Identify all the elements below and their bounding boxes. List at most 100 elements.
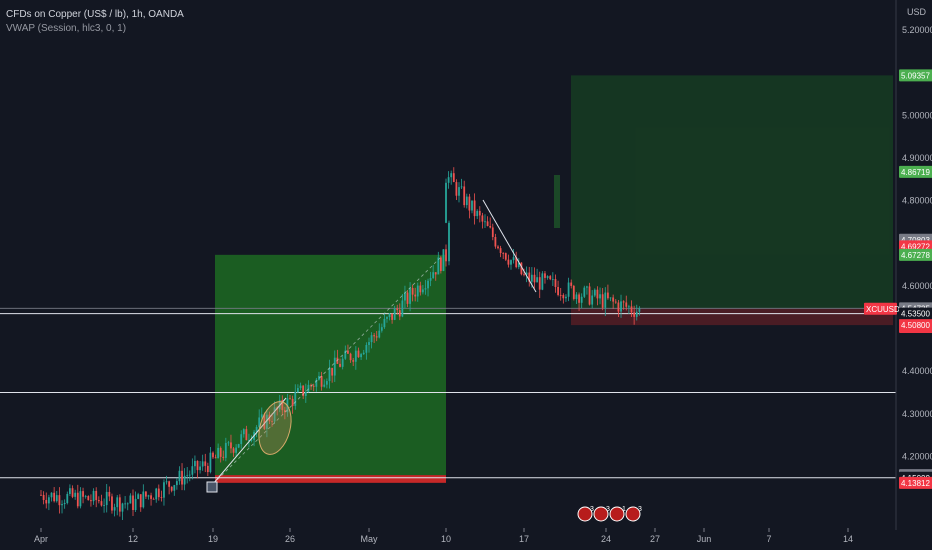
price-label: 4.50800 bbox=[899, 319, 932, 332]
candle-body bbox=[103, 505, 105, 506]
candle bbox=[173, 484, 176, 496]
candle-body bbox=[137, 494, 140, 499]
candle bbox=[222, 450, 225, 461]
candle-body bbox=[601, 294, 604, 308]
candle-body bbox=[289, 398, 291, 400]
candle bbox=[445, 244, 447, 267]
candle-body bbox=[237, 444, 240, 448]
candle bbox=[370, 332, 373, 349]
candle-body bbox=[460, 186, 463, 188]
candle bbox=[601, 288, 604, 311]
candle bbox=[132, 489, 134, 516]
profit-zone bbox=[215, 254, 446, 476]
candle-body bbox=[199, 466, 201, 471]
candle-body bbox=[181, 470, 183, 485]
y-tick-label: 4.90000 bbox=[902, 153, 932, 163]
price-label: 4.86719 bbox=[899, 165, 932, 178]
candle bbox=[297, 384, 299, 393]
candle bbox=[341, 355, 344, 370]
price-label-text: 4.53500 bbox=[901, 310, 930, 319]
candle-body bbox=[583, 287, 586, 297]
candle bbox=[512, 249, 515, 264]
candle bbox=[50, 492, 53, 502]
candle-body bbox=[439, 257, 442, 271]
candle-body bbox=[476, 210, 479, 217]
candle-body bbox=[352, 360, 355, 362]
candle bbox=[450, 170, 453, 185]
dashed-projection-line bbox=[212, 257, 441, 485]
candle bbox=[45, 492, 48, 509]
candle-body bbox=[255, 427, 258, 432]
candle-body bbox=[291, 398, 294, 406]
candle bbox=[465, 193, 468, 209]
candle-body bbox=[549, 276, 552, 280]
candle-body bbox=[87, 496, 90, 501]
candle bbox=[489, 217, 492, 229]
candle bbox=[365, 342, 368, 360]
candle-body bbox=[55, 495, 58, 502]
candle-body bbox=[365, 344, 368, 353]
candle-body bbox=[512, 257, 515, 261]
candle-body bbox=[260, 414, 263, 418]
candle bbox=[559, 287, 562, 301]
candle-body bbox=[318, 376, 320, 380]
candle bbox=[66, 491, 69, 505]
candle bbox=[209, 447, 212, 474]
candle bbox=[455, 179, 458, 201]
candle bbox=[622, 300, 625, 310]
candle-body bbox=[147, 495, 150, 497]
candle-body bbox=[617, 302, 620, 312]
candle bbox=[157, 484, 160, 501]
candle bbox=[352, 357, 355, 366]
candle bbox=[448, 220, 450, 266]
candle-body bbox=[517, 262, 520, 268]
candle-body bbox=[468, 196, 471, 211]
candle bbox=[97, 496, 100, 504]
candle-body bbox=[530, 274, 533, 282]
loss-zone bbox=[571, 308, 893, 326]
candle-body bbox=[263, 414, 266, 429]
event-marker: 3 bbox=[593, 506, 610, 522]
candle-body bbox=[515, 257, 518, 268]
candle bbox=[398, 303, 401, 321]
candle-body bbox=[69, 488, 71, 494]
candle-body bbox=[157, 488, 160, 498]
candle-body bbox=[188, 474, 191, 476]
candle bbox=[419, 281, 422, 296]
candle bbox=[235, 444, 237, 458]
candle bbox=[331, 367, 334, 383]
candle-body bbox=[283, 410, 286, 413]
candle bbox=[525, 266, 528, 283]
candle bbox=[165, 475, 168, 485]
candle bbox=[439, 255, 442, 274]
price-label: 4.13812 bbox=[899, 476, 932, 489]
event-marker-icon bbox=[577, 506, 593, 522]
candle-body bbox=[183, 475, 186, 485]
candle bbox=[82, 487, 84, 504]
candle-body bbox=[375, 336, 378, 338]
candle-body bbox=[630, 306, 633, 313]
candle-body bbox=[357, 350, 360, 358]
candle bbox=[63, 499, 66, 509]
candle bbox=[614, 299, 617, 304]
candles-group bbox=[40, 167, 641, 521]
candle-body bbox=[578, 294, 580, 303]
candle-body bbox=[528, 272, 531, 282]
candle bbox=[478, 206, 481, 223]
price-label-text: 4.70803 bbox=[901, 236, 930, 245]
candle-body bbox=[302, 385, 305, 396]
price-label-text: 4.69272 bbox=[901, 242, 930, 251]
candle-body bbox=[424, 288, 427, 290]
candle-body bbox=[497, 246, 499, 249]
candle bbox=[74, 489, 77, 500]
candle bbox=[230, 434, 232, 454]
candle-body bbox=[445, 249, 447, 262]
event-markers: 3 3 1 3 bbox=[577, 506, 642, 522]
candle-body bbox=[635, 311, 638, 317]
candle-body bbox=[116, 497, 119, 508]
candle bbox=[360, 352, 362, 360]
candle-body bbox=[562, 294, 565, 299]
candle bbox=[386, 316, 388, 323]
